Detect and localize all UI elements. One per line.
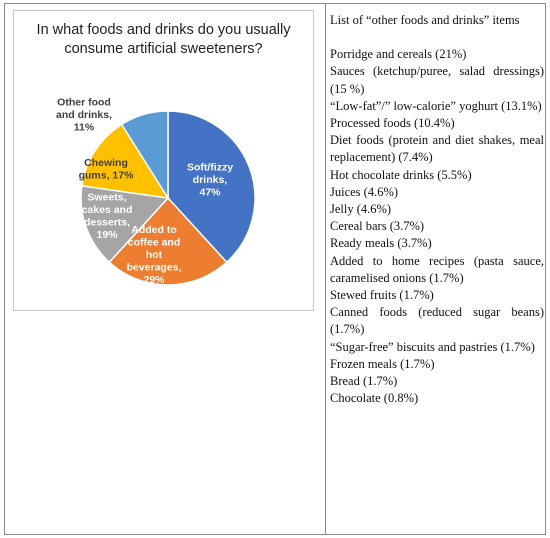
slice-label-line: 19% — [96, 229, 118, 241]
figure-table: In what foods and drinks do you usually … — [4, 3, 546, 535]
slice-label: Added to coffee and hot beverages, 29% — [127, 224, 182, 286]
slice-label-line: 11% — [74, 122, 95, 134]
pie-slice — [80, 184, 170, 264]
list-item: Porridge and cereals (21%) — [330, 47, 467, 62]
pie-slice — [120, 110, 169, 201]
list-item: “Low-fat”/” low-calorie” yoghurt (13.1%) — [330, 98, 542, 113]
slice-label-line: Other food — [57, 97, 111, 109]
slice-label: Sweets, cakes and desserts, 19% — [82, 191, 133, 241]
slice-label: Other food and drinks, 11% — [56, 97, 112, 134]
list-item: Processed foods (10.4%) — [330, 116, 455, 131]
chart-title: In what foods and drinks do you usually … — [36, 22, 291, 57]
list-item: Jelly (4.6%) — [330, 202, 392, 217]
list-item: Canned foods (reduced sugar beans) (1.7%… — [330, 305, 544, 337]
slice-label-line: cakes and — [82, 204, 133, 216]
list-item: Stewed fruits (1.7%) — [330, 288, 434, 303]
list-item: “Sugar-free” biscuits and pastries (1.7%… — [330, 339, 535, 354]
list-heading: List of “other foods and drinks” items — [330, 13, 520, 27]
other-foods-list: List of “other foods and drinks” items P… — [330, 12, 544, 407]
list-item: Sauces (ketchup/puree, salad dressings) … — [330, 64, 544, 96]
slice-label-line: gums, 17% — [79, 169, 135, 181]
pie-slice — [81, 123, 170, 199]
slice-label: Chewing gums, 17% — [79, 157, 135, 182]
pie-slice — [167, 110, 256, 264]
slice-label-line: coffee and — [128, 237, 181, 249]
list-item: Hot chocolate drinks (5.5%) — [330, 167, 472, 182]
slice-label: Soft/fizzy drinks, 47% — [187, 162, 233, 199]
slice-label-line: beverages, — [127, 262, 182, 274]
list-item: Chocolate (0.8%) — [330, 391, 419, 406]
slice-label-line: desserts, — [84, 216, 130, 228]
slice-label-line: Added to — [131, 224, 177, 236]
slice-label-line: drinks, — [193, 174, 228, 186]
slice-label-line: and drinks, — [56, 109, 112, 121]
pie-chart: In what foods and drinks do you usually … — [13, 10, 314, 311]
slice-label-line: Chewing — [84, 157, 128, 169]
list-item: Added to home recipes (pasta sauce, cara… — [330, 253, 544, 285]
list-item: Cereal bars (3.7%) — [330, 219, 425, 234]
slice-label-line: Soft/fizzy — [187, 162, 233, 174]
slice-label-line: Sweets, — [87, 191, 126, 203]
column-divider — [325, 4, 326, 534]
slice-label-line: 29% — [143, 274, 165, 286]
pie-slice — [108, 196, 228, 286]
list-item: Bread (1.7%) — [330, 374, 398, 389]
slice-label-line: hot — [146, 249, 163, 261]
list-item: Ready meals (3.7%) — [330, 236, 432, 251]
pie-chart-svg: Soft/fizzy drinks, 47%Added to coffee and ho… — [56, 97, 256, 286]
list-item: Diet foods (protein and diet shakes, mea… — [330, 133, 544, 165]
list-item: Frozen meals (1.7%) — [330, 356, 435, 371]
list-item: Juices (4.6%) — [330, 184, 399, 199]
list-items: Porridge and cereals (21%) Sauces (ketchu… — [330, 46, 544, 407]
slice-label-line: 47% — [199, 187, 221, 199]
